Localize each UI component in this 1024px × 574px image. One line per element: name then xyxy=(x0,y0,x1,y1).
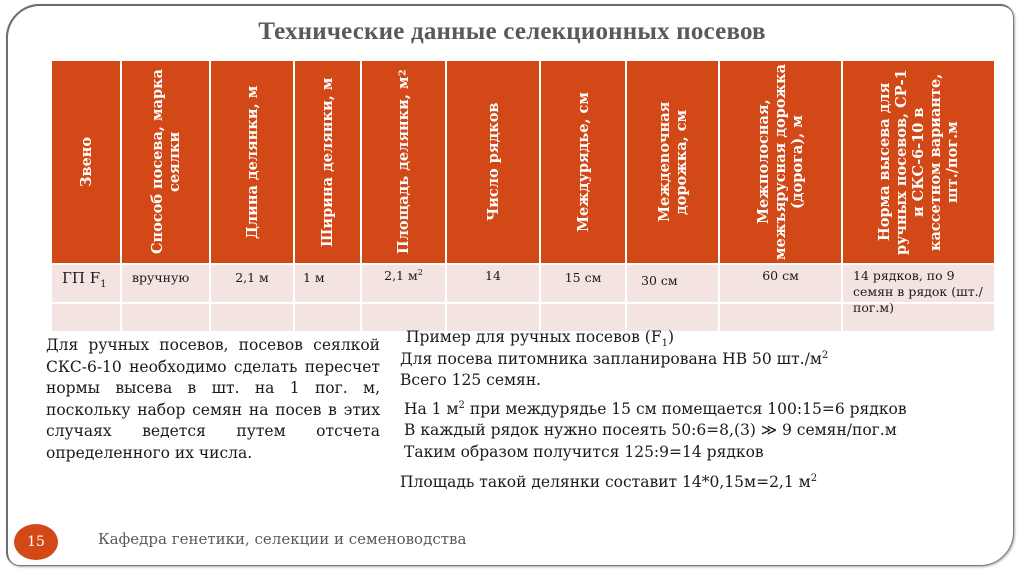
technical-data-table: Звено Способ посева, марка сеялки Длина … xyxy=(50,59,996,333)
header-plot-path: Междеnoчная дорожка, см xyxy=(627,61,718,263)
cell-empty xyxy=(122,304,209,331)
cell-area: 2,1 м2 xyxy=(362,265,445,302)
header-strip-path: Межполосная, межъярусная дорожка (дорога… xyxy=(720,61,841,263)
example-line-1: Для посева питомника запланирована НВ 50… xyxy=(400,349,829,368)
cell-empty xyxy=(541,304,625,331)
cell-row-spacing: 15 см xyxy=(541,265,625,302)
table-row xyxy=(52,304,994,331)
cell-rows-count: 14 xyxy=(447,265,539,302)
cell-empty xyxy=(362,304,445,331)
cell-empty xyxy=(447,304,539,331)
example-line-5: Таким образом получится 125:9=14 рядков xyxy=(404,442,764,461)
cell-empty xyxy=(720,304,841,331)
header-width: Ширина делянки, м xyxy=(295,61,360,263)
cell-zveno: ГП F1 xyxy=(52,265,120,302)
cell-width: 1 м xyxy=(295,265,360,302)
header-length: Длина делянки, м xyxy=(211,61,293,263)
cell-empty xyxy=(843,304,994,331)
page-number-badge: 15 xyxy=(14,524,58,560)
cell-length: 2,1 м xyxy=(211,265,293,302)
table-header-row: Звено Способ посева, марка сеялки Длина … xyxy=(52,61,994,263)
footer-department: Кафедра генетики, селекции и семеноводст… xyxy=(98,530,467,548)
cell-empty xyxy=(52,304,120,331)
explanation-paragraph: Для ручных посевов, посевов сеялкой СКС-… xyxy=(46,336,380,462)
slide-title: Технические данные селекционных посевов xyxy=(258,18,766,45)
example-line-4: В каждый рядок нужно посеять 50:6=8,(3) … xyxy=(404,421,897,439)
cell-plot-path: 30 см xyxy=(627,265,718,302)
header-row-spacing: Междурядье, см xyxy=(541,61,625,263)
cell-empty xyxy=(627,304,718,331)
table-row: ГП F1 вручную 2,1 м 1 м 2,1 м2 14 15 см … xyxy=(52,265,994,315)
example-line-2: Всего 125 семян. xyxy=(400,371,542,389)
cell-method: вручную xyxy=(122,265,209,302)
cell-empty xyxy=(295,304,360,331)
cell-empty xyxy=(211,304,293,331)
header-method: Способ посева, марка сеялки xyxy=(122,61,209,263)
header-seeding-rate: Норма высева для ручных посевов, СР-1 и … xyxy=(843,61,994,263)
header-zveno: Звено xyxy=(52,61,120,263)
example-line-3: На 1 м2 при междурядье 15 см помещается … xyxy=(404,399,907,418)
example-line-6: Площадь такой делянки составит 14*0,15м=… xyxy=(400,472,818,491)
example-heading: Пример для ручных посевов (F1) xyxy=(406,328,675,350)
example-block: Пример для ручных посевов (F1) Для посев… xyxy=(400,327,907,494)
header-rows-count: Число рядков xyxy=(447,61,539,263)
cell-seeding-rate: 14 рядков, по 9 семян в рядок (шт./пог.м… xyxy=(843,265,994,315)
cell-strip-path: 60 см xyxy=(720,265,841,302)
